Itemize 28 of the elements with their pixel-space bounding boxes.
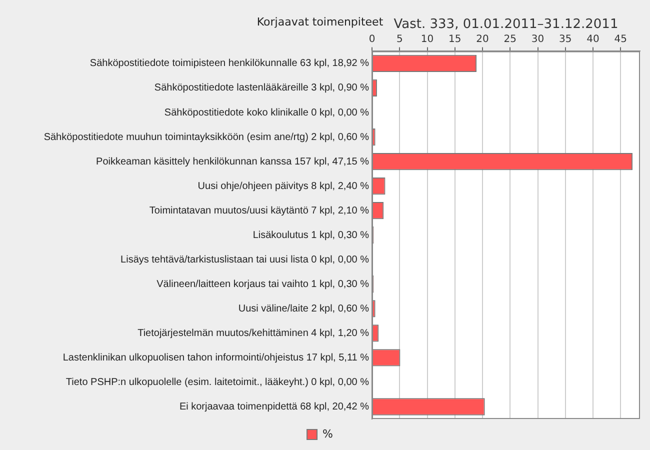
y-tick-label: Sähköpostitiedote toimipisteen henkilökunnalle 63 kpl, 18,92 % — [90, 58, 370, 70]
x-tick-label: 10 — [420, 34, 434, 45]
chart-subtitle: Vast. 333, 01.01.2011–31.12.2011 — [394, 17, 618, 32]
x-tick-label: 5 — [396, 34, 403, 45]
x-tick-label: 0 — [368, 34, 376, 45]
x-tick-label: 15 — [448, 34, 462, 45]
y-tick-label: Uusi väline/laite 2 kpl, 0,60 % — [238, 303, 370, 314]
y-tick-label: Lisäkoulutus 1 kpl, 0,30 % — [252, 230, 370, 241]
chart-title: Korjaavat toimenpiteet — [256, 15, 384, 28]
y-tick-label: Sähköpostitiedote lastenlääkäreille 3 kpl, 0,90 % — [154, 82, 370, 94]
x-tick-label: 30 — [531, 34, 544, 45]
y-tick-label: Uusi ohje/ohjeen päivitys 8 kpl, 2,40 % — [198, 180, 370, 192]
y-tick-label: Sähköpostitiedote koko klinikalle 0 kpl, 0,00 % — [164, 107, 370, 118]
x-tick-label: 35 — [559, 34, 572, 45]
y-tick-label: Tieto PSHP:n ulkopuolelle (esim. laitetoimit., lääkeyht.) 0 kpl, 0,00 % — [66, 376, 370, 388]
y-tick-label: Lisäys tehtävä/tarkistuslistaan tai uusi lista 0 kpl, 0,00 % — [120, 254, 370, 266]
x-tick-label: 25 — [504, 34, 517, 45]
y-tick-label: Sähköpostitiedote muuhun toimintayksikköön (esim ane/rtg) 2 kpl, 0,60 % — [44, 132, 370, 143]
y-tick-label: Ei korjaavaa toimenpidettä 68 kpl, 20,42 % — [179, 401, 370, 412]
y-tick-label: Poikkeaman käsittely henkilökunnan kanssa 157 kpl, 47,15 % — [96, 156, 370, 168]
y-tick-label: Toimintatavan muutos/uusi käytäntö 7 kpl, 2,10 % — [149, 205, 370, 216]
y-tick-label: Välineen/laitteen korjaus tai vaihto 1 kpl, 0,30 % — [156, 278, 370, 290]
x-tick-label: 40 — [586, 34, 600, 45]
y-tick-label: Lastenklinikan ulkopuolisen tahon informointi/ohjeistus 17 kpl, 5,11 % — [62, 352, 370, 364]
y-tick-label: Tietojärjestelmän muutos/kehittäminen 4 kpl, 1,20 % — [138, 328, 370, 339]
legend-label: % — [322, 427, 333, 440]
x-tick-label: 20 — [476, 34, 489, 45]
x-tick-label: 45 — [614, 34, 628, 45]
